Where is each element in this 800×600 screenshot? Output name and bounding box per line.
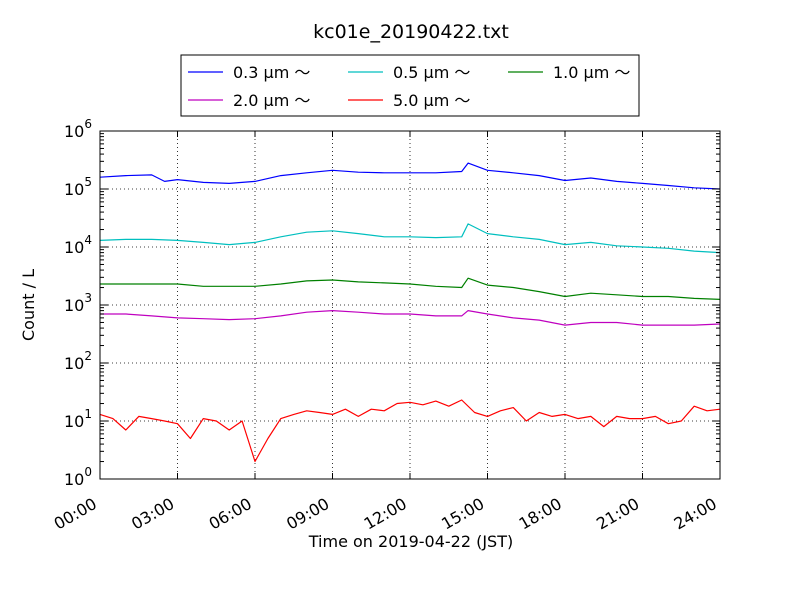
legend-label-3: 2.0 μm ～ [233, 91, 310, 110]
x-tick-label: 21:00 [593, 494, 642, 534]
x-tick-label: 03:00 [128, 494, 177, 534]
x-axis-label: Time on 2019-04-22 (JST) [308, 532, 513, 551]
x-tick-label: 00:00 [51, 494, 100, 534]
legend-label-1: 0.5 μm ～ [393, 63, 470, 82]
x-tick-label: 06:00 [206, 494, 255, 534]
series-line-0 [99, 162, 721, 190]
series-line-4 [99, 399, 721, 463]
y-tick-base: 10 [64, 180, 84, 199]
x-tick-label: 24:00 [671, 494, 720, 534]
y-tick-label: 103 [64, 291, 92, 315]
y-tick-label: 101 [64, 407, 92, 431]
y-tick-label: 106 [64, 117, 92, 141]
legend-label-2: 1.0 μm ～ [553, 63, 630, 82]
y-tick-base: 10 [64, 296, 84, 315]
y-tick-exponent: 5 [84, 175, 92, 189]
y-axis-label: Count / L [19, 269, 38, 341]
y-tick-label: 105 [64, 175, 92, 199]
x-tick-label: 18:00 [516, 494, 565, 534]
series-line-3 [100, 310, 721, 326]
y-tick-base: 10 [64, 238, 84, 257]
y-tick-exponent: 1 [84, 407, 92, 421]
y-tick-base: 10 [64, 354, 84, 373]
chart-title: kc01e_20190422.txt [313, 21, 509, 43]
y-tick-base: 10 [64, 470, 84, 489]
y-tick-base: 10 [64, 122, 84, 141]
y-tick-label: 100 [64, 465, 92, 489]
y-tick-exponent: 3 [84, 291, 92, 305]
x-tick-label: 09:00 [283, 494, 332, 534]
series-line-1 [99, 223, 721, 254]
y-tick-exponent: 0 [84, 465, 92, 479]
legend-label-4: 5.0 μm ～ [393, 91, 470, 110]
y-tick-exponent: 2 [84, 349, 92, 363]
x-tick-label: 15:00 [438, 494, 487, 534]
y-tick-label: 102 [64, 349, 92, 373]
y-tick-base: 10 [64, 412, 84, 431]
y-tick-exponent: 4 [84, 233, 92, 247]
legend-label-0: 0.3 μm ～ [233, 63, 310, 82]
legend: 0.3 μm ～ 0.5 μm ～ 1.0 μm ～ 2.0 μm ～ 5.0 μm ～ [180, 54, 640, 117]
legend-box [180, 54, 640, 117]
x-tick-label: 12:00 [361, 494, 410, 534]
y-tick-label: 104 [64, 233, 92, 257]
y-tick-exponent: 6 [84, 117, 92, 131]
series-line-2 [100, 277, 721, 300]
